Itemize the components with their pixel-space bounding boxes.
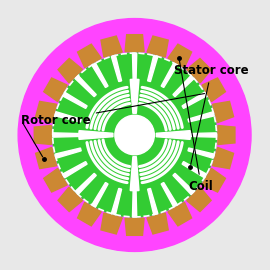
Text: Coil: Coil: [180, 61, 214, 193]
Polygon shape: [173, 173, 194, 194]
Polygon shape: [55, 148, 81, 158]
Polygon shape: [125, 218, 144, 235]
Polygon shape: [187, 187, 211, 211]
Polygon shape: [44, 78, 67, 102]
Polygon shape: [202, 168, 225, 192]
Polygon shape: [161, 63, 177, 87]
Polygon shape: [77, 202, 101, 226]
Polygon shape: [77, 44, 101, 68]
Polygon shape: [148, 188, 158, 215]
Polygon shape: [190, 133, 217, 137]
Circle shape: [18, 19, 251, 251]
Polygon shape: [79, 131, 113, 139]
Polygon shape: [58, 187, 82, 211]
Polygon shape: [125, 35, 144, 52]
Polygon shape: [130, 157, 139, 191]
Polygon shape: [168, 202, 192, 226]
Polygon shape: [75, 173, 96, 194]
Polygon shape: [130, 79, 139, 113]
Polygon shape: [213, 147, 234, 168]
Polygon shape: [36, 147, 56, 168]
Polygon shape: [182, 92, 207, 109]
Polygon shape: [173, 76, 194, 97]
Polygon shape: [63, 161, 87, 178]
Polygon shape: [63, 92, 87, 109]
Polygon shape: [36, 102, 56, 123]
Polygon shape: [188, 112, 214, 122]
Polygon shape: [111, 55, 122, 82]
Polygon shape: [75, 76, 96, 97]
Polygon shape: [147, 36, 168, 57]
Circle shape: [115, 115, 154, 155]
Polygon shape: [168, 44, 192, 68]
Polygon shape: [218, 126, 235, 144]
Circle shape: [53, 53, 217, 217]
Polygon shape: [53, 133, 79, 137]
Polygon shape: [213, 102, 234, 123]
Polygon shape: [101, 213, 122, 234]
Polygon shape: [101, 36, 122, 57]
Polygon shape: [148, 55, 158, 82]
Polygon shape: [111, 188, 122, 215]
Polygon shape: [188, 148, 214, 158]
Polygon shape: [202, 78, 225, 102]
Polygon shape: [55, 112, 81, 122]
Polygon shape: [147, 213, 168, 234]
Polygon shape: [133, 191, 137, 217]
Polygon shape: [133, 53, 137, 79]
Polygon shape: [92, 183, 108, 207]
Polygon shape: [44, 168, 67, 192]
Polygon shape: [161, 183, 177, 207]
Polygon shape: [92, 63, 108, 87]
Polygon shape: [58, 59, 82, 83]
Text: Rotor core: Rotor core: [21, 93, 204, 127]
Polygon shape: [187, 59, 211, 83]
Polygon shape: [156, 131, 190, 139]
Polygon shape: [182, 161, 207, 178]
Polygon shape: [34, 126, 51, 144]
Text: Stator core: Stator core: [174, 64, 249, 164]
